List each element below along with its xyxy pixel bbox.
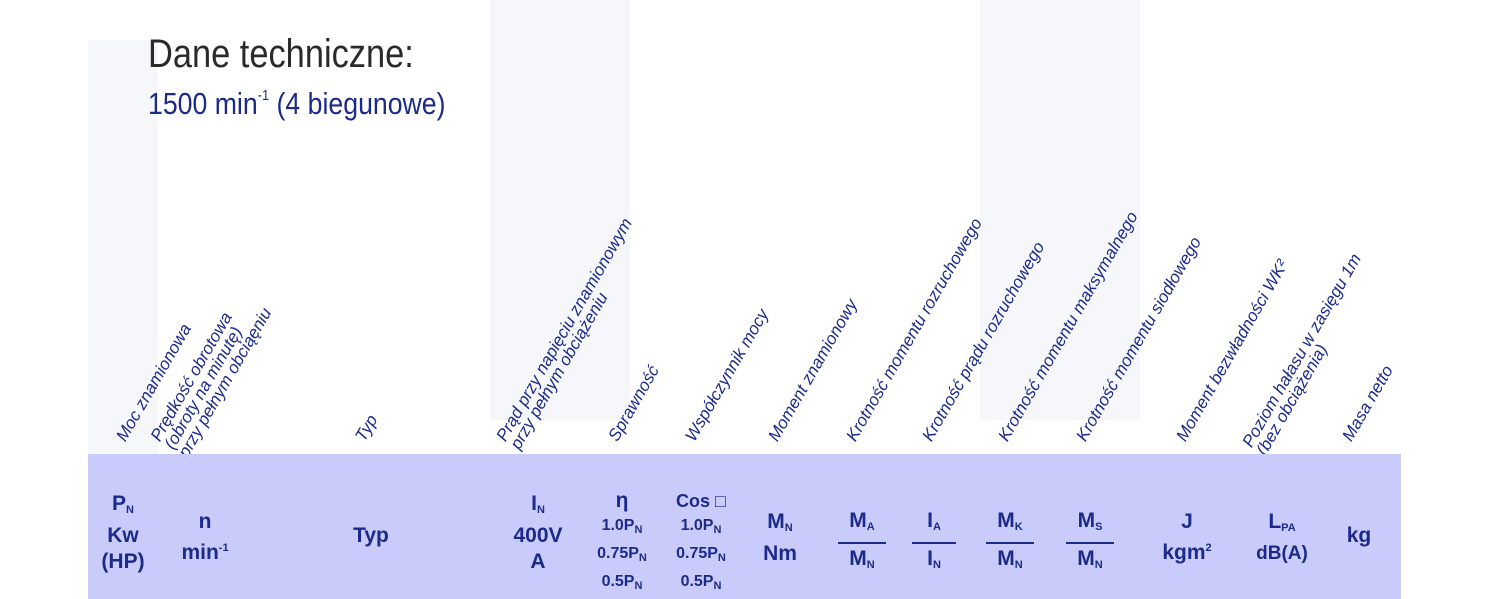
unit-kg: kg [1346, 524, 1372, 547]
col-header-krotnosc-mom-rozr: Krotność momentu rozruchowego [842, 214, 986, 445]
page-subtitle: 1500 min-1 (4 biegunowe) [148, 86, 446, 121]
unit-ia-in: IA IN [912, 508, 956, 578]
unit-j: J kgm2 [1162, 510, 1212, 564]
unit-typ: Typ [353, 524, 389, 547]
unit-ma-mn: MA MN [838, 508, 886, 578]
unit-ms-mn: MS MN [1066, 508, 1114, 578]
unit-cos: Cos □ 1.0PN 0.75PN 0.5PN [676, 491, 726, 592]
bg-stripe [490, 0, 630, 420]
unit-in: IN 400V A [513, 492, 563, 573]
bg-stripe [980, 0, 1140, 420]
unit-pn: PN Kw (HP) [101, 492, 145, 573]
units-band [88, 454, 1401, 599]
col-header-typ: Typ [351, 411, 382, 445]
unit-lpa: LPA dB(A) [1256, 510, 1308, 564]
unit-eta: η 1.0PN 0.75PN 0.5PN [597, 489, 647, 592]
unit-n: n min-1 [181, 510, 229, 564]
bg-stripe [88, 40, 158, 460]
unit-mn: MN Nm [763, 510, 797, 565]
page-title: Dane techniczne: [148, 32, 414, 76]
col-header-masa: Masa netto [1338, 362, 1397, 445]
unit-mk-mn: MK MN [986, 508, 1034, 578]
col-header-moment-znam: Moment znamionowy [764, 295, 862, 445]
col-header-wspolczynnik: Współczynnik mocy [681, 305, 773, 445]
